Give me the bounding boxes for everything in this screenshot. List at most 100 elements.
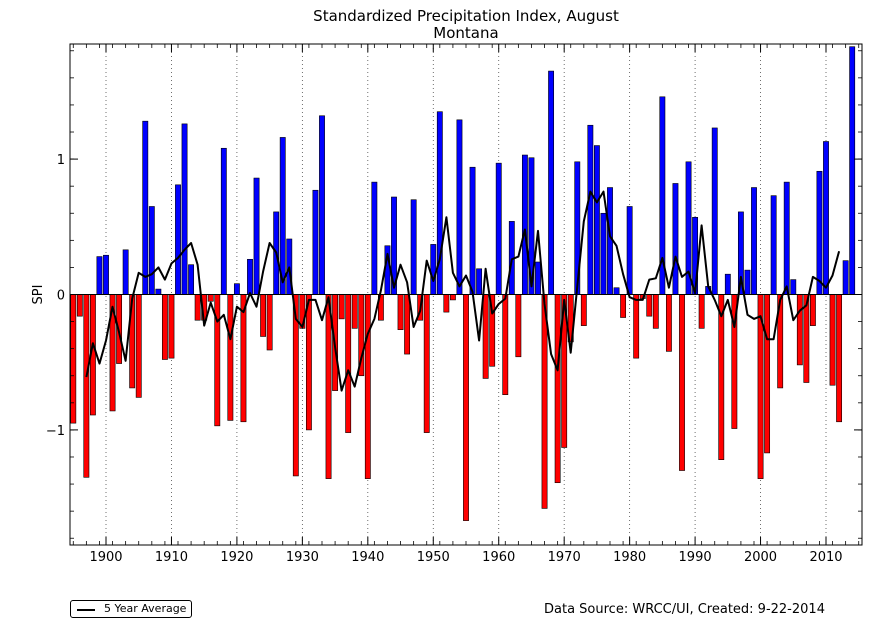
spi-bar — [600, 212, 607, 295]
legend-line-swatch — [77, 609, 95, 611]
spi-bar — [515, 294, 522, 358]
spi-bar — [96, 256, 103, 295]
spi-bar — [148, 206, 155, 295]
spi-bar — [220, 147, 227, 295]
spi-bar — [724, 273, 731, 295]
spi-bar — [423, 294, 430, 433]
spi-bar — [823, 141, 829, 295]
spi-bar — [122, 249, 129, 295]
spi-bar — [76, 294, 83, 317]
spi-bar — [404, 294, 411, 355]
spi-bar — [476, 268, 483, 295]
spi-bar — [247, 258, 253, 295]
spi-bar — [70, 294, 77, 424]
x-tick-label: 1990 — [679, 550, 712, 565]
spi-bar — [207, 294, 214, 302]
five-year-average-line — [85, 190, 841, 392]
spi-bar — [751, 187, 757, 295]
x-tick-label: 1960 — [482, 550, 515, 565]
spi-bar — [626, 206, 633, 295]
spi-bar — [718, 294, 725, 460]
spi-bar — [836, 294, 843, 423]
spi-bar — [371, 181, 378, 295]
spi-bar — [587, 124, 594, 295]
spi-bar — [679, 294, 685, 471]
spi-bar — [443, 294, 450, 313]
spi-bar — [495, 162, 502, 295]
spi-bar — [620, 294, 627, 318]
spi-bar — [790, 279, 797, 295]
spi-bar — [233, 283, 240, 295]
spi-bar — [266, 294, 273, 351]
chart-subtitle: Montana — [433, 24, 499, 42]
spi-bar — [155, 288, 162, 295]
spi-bar — [842, 260, 849, 295]
spi-bar — [607, 187, 613, 295]
spi-bar — [463, 294, 469, 521]
spi-bar — [175, 184, 181, 295]
spi-bar — [849, 46, 856, 295]
spi-bar — [161, 294, 168, 360]
x-tick-label: 1910 — [155, 550, 188, 565]
spi-bar — [646, 294, 653, 317]
chart-title: Standardized Precipitation Index, August — [313, 7, 619, 25]
spi-bar — [764, 294, 771, 454]
spi-bar — [135, 294, 142, 398]
spi-bar — [829, 294, 836, 386]
x-tick-label: 2000 — [744, 550, 777, 565]
spi-bar — [535, 261, 541, 295]
spi-bar — [319, 115, 325, 295]
spi-bar — [672, 183, 679, 295]
spi-bar — [633, 294, 640, 359]
spi-bar — [816, 170, 823, 295]
spi-bar — [554, 294, 561, 484]
x-tick-label: 2010 — [809, 550, 842, 565]
spi-bar — [168, 294, 175, 359]
spi-bar — [521, 154, 528, 295]
spi-bar — [188, 264, 195, 295]
spi-bar — [142, 120, 149, 295]
spi-bar — [181, 123, 188, 295]
spi-bar — [783, 181, 790, 295]
spi-bar — [227, 294, 234, 421]
spi-bar — [410, 199, 417, 295]
spi-bar — [397, 294, 404, 331]
spi-bar — [698, 294, 705, 329]
spi-bar — [83, 294, 90, 478]
spi-bar — [325, 294, 332, 479]
spi-bar — [312, 189, 319, 295]
spi-bar — [541, 294, 548, 509]
spi-bar — [665, 294, 672, 352]
y-tick-label: −1 — [46, 424, 65, 439]
spi-bar — [338, 294, 345, 320]
spi-bar — [430, 244, 437, 295]
spi-bar — [449, 294, 456, 301]
spi-bar — [652, 294, 659, 329]
spi-bar — [345, 294, 352, 433]
spi-bar — [613, 287, 620, 295]
spi-bar — [770, 195, 777, 295]
y-tick-label: 1 — [57, 153, 65, 168]
x-tick-label: 1970 — [548, 550, 581, 565]
spi-bar — [194, 294, 201, 321]
y-axis-label: SPI — [31, 285, 46, 305]
x-tick-label: 1940 — [351, 550, 384, 565]
legend: 5 Year Average — [70, 600, 192, 618]
spi-bar — [260, 294, 267, 337]
x-tick-label: 1920 — [220, 550, 253, 565]
spi-bar — [580, 294, 587, 326]
x-tick-label: 1950 — [417, 550, 450, 565]
spi-bar — [456, 119, 463, 295]
spi-bar — [744, 269, 751, 295]
spi-bar — [711, 127, 718, 295]
x-tick-label: 1980 — [613, 550, 646, 565]
y-tick-label: 0 — [57, 289, 65, 304]
data-source-note: Data Source: WRCC/UI, Created: 9-22-2014 — [544, 602, 825, 617]
spi-bar — [502, 294, 509, 395]
x-tick-label: 1900 — [89, 550, 122, 565]
spi-bar — [351, 294, 358, 329]
legend-label: 5 Year Average — [104, 602, 187, 615]
spi-bar — [240, 294, 247, 423]
spi-bar — [809, 294, 816, 326]
